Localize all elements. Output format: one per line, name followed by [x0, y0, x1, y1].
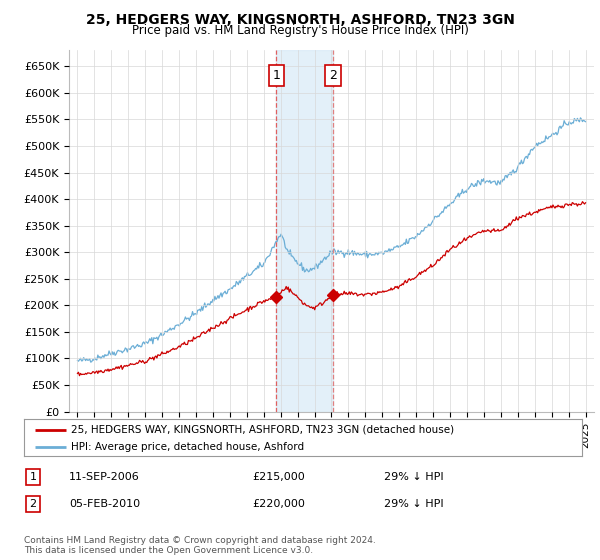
Text: Price paid vs. HM Land Registry's House Price Index (HPI): Price paid vs. HM Land Registry's House …: [131, 24, 469, 36]
Text: Contains HM Land Registry data © Crown copyright and database right 2024.
This d: Contains HM Land Registry data © Crown c…: [24, 536, 376, 556]
Text: 25, HEDGERS WAY, KINGSNORTH, ASHFORD, TN23 3GN: 25, HEDGERS WAY, KINGSNORTH, ASHFORD, TN…: [86, 13, 514, 27]
Text: 05-FEB-2010: 05-FEB-2010: [69, 499, 140, 509]
Text: 29% ↓ HPI: 29% ↓ HPI: [384, 499, 443, 509]
Text: 1: 1: [29, 472, 37, 482]
Text: £220,000: £220,000: [252, 499, 305, 509]
Bar: [277, 50, 333, 412]
Text: 25, HEDGERS WAY, KINGSNORTH, ASHFORD, TN23 3GN (detached house): 25, HEDGERS WAY, KINGSNORTH, ASHFORD, TN…: [71, 425, 455, 435]
Text: 1: 1: [272, 69, 280, 82]
Text: 2: 2: [29, 499, 37, 509]
Text: 2: 2: [329, 69, 337, 82]
Text: HPI: Average price, detached house, Ashford: HPI: Average price, detached house, Ashf…: [71, 442, 305, 452]
Text: £215,000: £215,000: [252, 472, 305, 482]
Text: 11-SEP-2006: 11-SEP-2006: [69, 472, 140, 482]
Text: 29% ↓ HPI: 29% ↓ HPI: [384, 472, 443, 482]
